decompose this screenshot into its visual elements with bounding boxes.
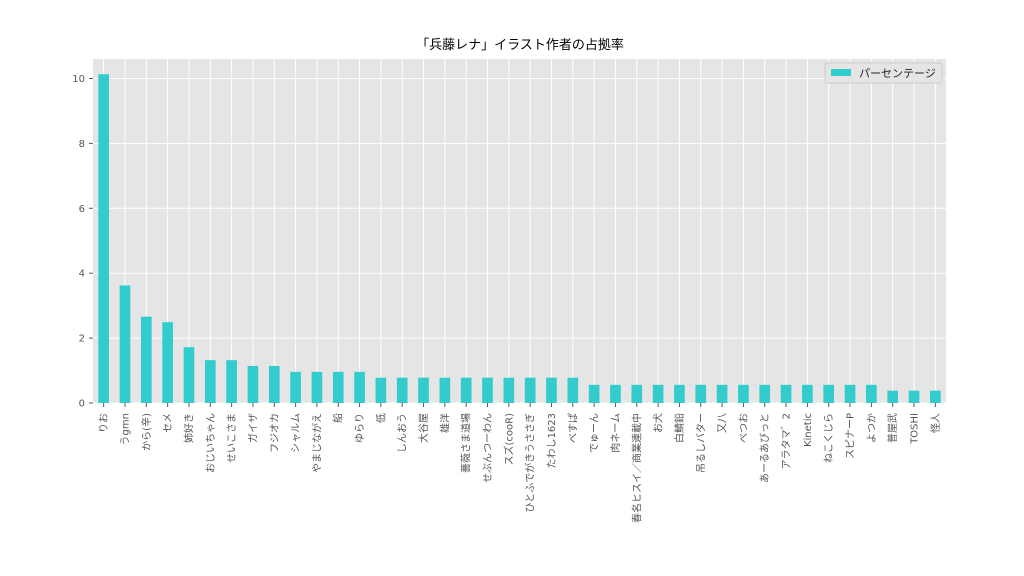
- y-axis: 0 2 4 6 8 10: [72, 74, 93, 410]
- bar: [802, 384, 813, 403]
- x-tick-label: 白鯖鉛: [673, 413, 686, 443]
- x-tick-label: スピナーP: [845, 413, 857, 459]
- x-tick-label: べつお: [738, 413, 750, 443]
- x-tick-label: シャルム: [290, 413, 302, 453]
- bar: [546, 377, 557, 403]
- x-tick-label: せいこさま: [226, 413, 238, 463]
- x-tick-label: せぶんつーわん: [482, 413, 494, 483]
- bar: [140, 316, 152, 403]
- x-tick-label: べすぱ: [567, 413, 579, 443]
- bar: [652, 384, 664, 403]
- x-tick-label: ガイザ: [247, 413, 259, 443]
- bar: [738, 384, 749, 403]
- x-tick-label: Kinetic: [803, 413, 814, 447]
- x-tick-label: ひとふでがきうささぎ: [524, 413, 537, 513]
- y-tick-label: 8: [79, 139, 85, 150]
- legend-label: パーセンテージ: [859, 67, 936, 80]
- bar: [524, 377, 536, 403]
- bar: [396, 377, 408, 403]
- x-tick-label: しんおう: [397, 413, 409, 453]
- y-tick-label: 10: [72, 74, 85, 85]
- legend-swatch: [831, 69, 851, 76]
- y-tick-label: 2: [79, 334, 85, 345]
- bar: [98, 74, 109, 403]
- x-tick-label: ゆらり: [354, 413, 366, 443]
- bar: [503, 377, 515, 403]
- bar: [226, 360, 237, 403]
- x-tick-label: 怪人: [929, 413, 942, 433]
- x-tick-label: やまじながえ: [310, 413, 323, 473]
- x-tick-label: 春名ヒスイ／商業連載中: [630, 413, 643, 523]
- x-tick-label: フジオカ: [269, 413, 281, 453]
- bar: [866, 384, 877, 403]
- bar: [610, 384, 621, 403]
- x-tick-label: 薔薇さま道場: [460, 413, 473, 473]
- bar: [759, 384, 771, 403]
- x-tick-label: TOSHI: [910, 413, 921, 445]
- x-tick-label: 吊るしバター: [695, 413, 707, 473]
- x-tick-label: あーるあびっと: [759, 413, 771, 483]
- bar: [290, 371, 301, 403]
- x-tick-label: 姉好き: [182, 413, 195, 443]
- x-tick-label: 又八: [717, 413, 729, 433]
- bar: [375, 377, 387, 403]
- bar: [204, 360, 216, 403]
- x-tick-label: でゅーん: [589, 413, 601, 453]
- bar: [119, 285, 131, 403]
- y-tick-label: 4: [79, 269, 85, 280]
- bar: [823, 384, 835, 403]
- bar: [588, 384, 600, 403]
- grid-lines: [93, 59, 946, 404]
- bar: [908, 390, 920, 403]
- bar: [311, 371, 323, 403]
- x-tick-label: 雄洋: [438, 413, 451, 433]
- x-tick-label: たわし1623: [546, 413, 558, 468]
- chart-title: 「兵藤レナ」イラスト作者の占拠率: [416, 37, 624, 53]
- legend-box: [824, 62, 943, 84]
- bar: [247, 366, 259, 403]
- bars: [98, 74, 941, 403]
- bar: [567, 377, 579, 403]
- x-tick-label: 船: [332, 413, 345, 423]
- bar: [887, 390, 899, 403]
- bar: [482, 377, 493, 403]
- bar: [439, 377, 451, 403]
- bar: [268, 366, 280, 403]
- x-tick-label: ねこくじら: [823, 413, 835, 463]
- x-tick-label: 肉ネーム: [609, 413, 622, 453]
- bar: [162, 322, 173, 403]
- x-tick-label: アラタマ゛2: [781, 413, 793, 469]
- x-tick-label: 大谷屋: [417, 413, 430, 443]
- x-tick-label: おじいちゃん: [205, 413, 217, 473]
- bar: [780, 384, 792, 403]
- bar: [460, 377, 472, 403]
- bar: [183, 347, 195, 403]
- y-tick-label: 0: [79, 399, 85, 410]
- x-tick-label: セメ: [162, 413, 174, 433]
- x-tick-label: 普屋武: [886, 413, 899, 443]
- x-tick-label: 低: [374, 413, 387, 423]
- x-tick-label: から(辛): [140, 413, 153, 451]
- y-tick-label: 6: [79, 204, 85, 215]
- x-axis: りお うgmn から(辛) セメ 姉好き おじいちゃん せいこさま ガイザ フジオカ シャルム やま…: [98, 403, 942, 523]
- bar: [930, 390, 941, 403]
- x-tick-label: うgmn: [119, 413, 131, 445]
- bar: [674, 384, 685, 403]
- x-tick-label: よつか: [866, 413, 878, 443]
- bar: [332, 371, 344, 403]
- x-tick-label: お犬: [652, 413, 665, 433]
- legend: パーセンテージ: [824, 62, 943, 84]
- bar: [418, 377, 429, 403]
- bar: [695, 384, 707, 403]
- x-tick-label: スズ(cooR): [502, 413, 515, 466]
- bar: [354, 371, 365, 403]
- bar: [844, 384, 856, 403]
- bar: [631, 384, 643, 403]
- bar: [716, 384, 728, 403]
- x-tick-label: りお: [98, 413, 110, 433]
- plot-area: [93, 59, 946, 403]
